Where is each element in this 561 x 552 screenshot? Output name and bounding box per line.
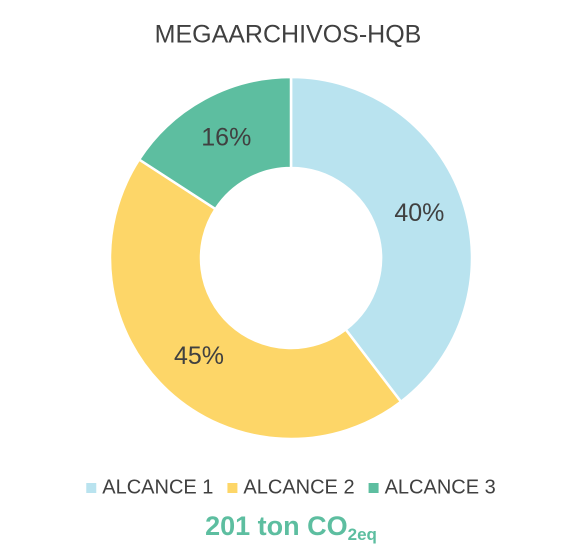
donut-segment: [108, 157, 403, 441]
legend-swatch: [368, 483, 379, 493]
legend-item: ALCANCE 3: [368, 476, 496, 498]
chart-title: MEGAARCHIVOS-HQB: [155, 21, 422, 49]
data-label: 40%: [394, 199, 444, 227]
legend-label: ALCANCE 1: [102, 476, 213, 498]
legend-swatch: [86, 483, 97, 493]
data-label: 16%: [201, 124, 251, 152]
legend-swatch: [227, 483, 238, 493]
annotation: 201 ton CO2eq: [205, 511, 377, 544]
legend-label: ALCANCE 3: [385, 476, 496, 498]
annotation-subscript: 2eq: [348, 525, 377, 544]
donut-segment: [137, 75, 293, 211]
data-label: 45%: [174, 342, 224, 370]
annotation-text: 201 ton CO: [205, 511, 348, 541]
legend-label: ALCANCE 2: [243, 476, 354, 498]
legend-item: ALCANCE 1: [86, 476, 213, 498]
donut-segment: [289, 75, 474, 404]
legend-item: ALCANCE 2: [227, 476, 355, 498]
